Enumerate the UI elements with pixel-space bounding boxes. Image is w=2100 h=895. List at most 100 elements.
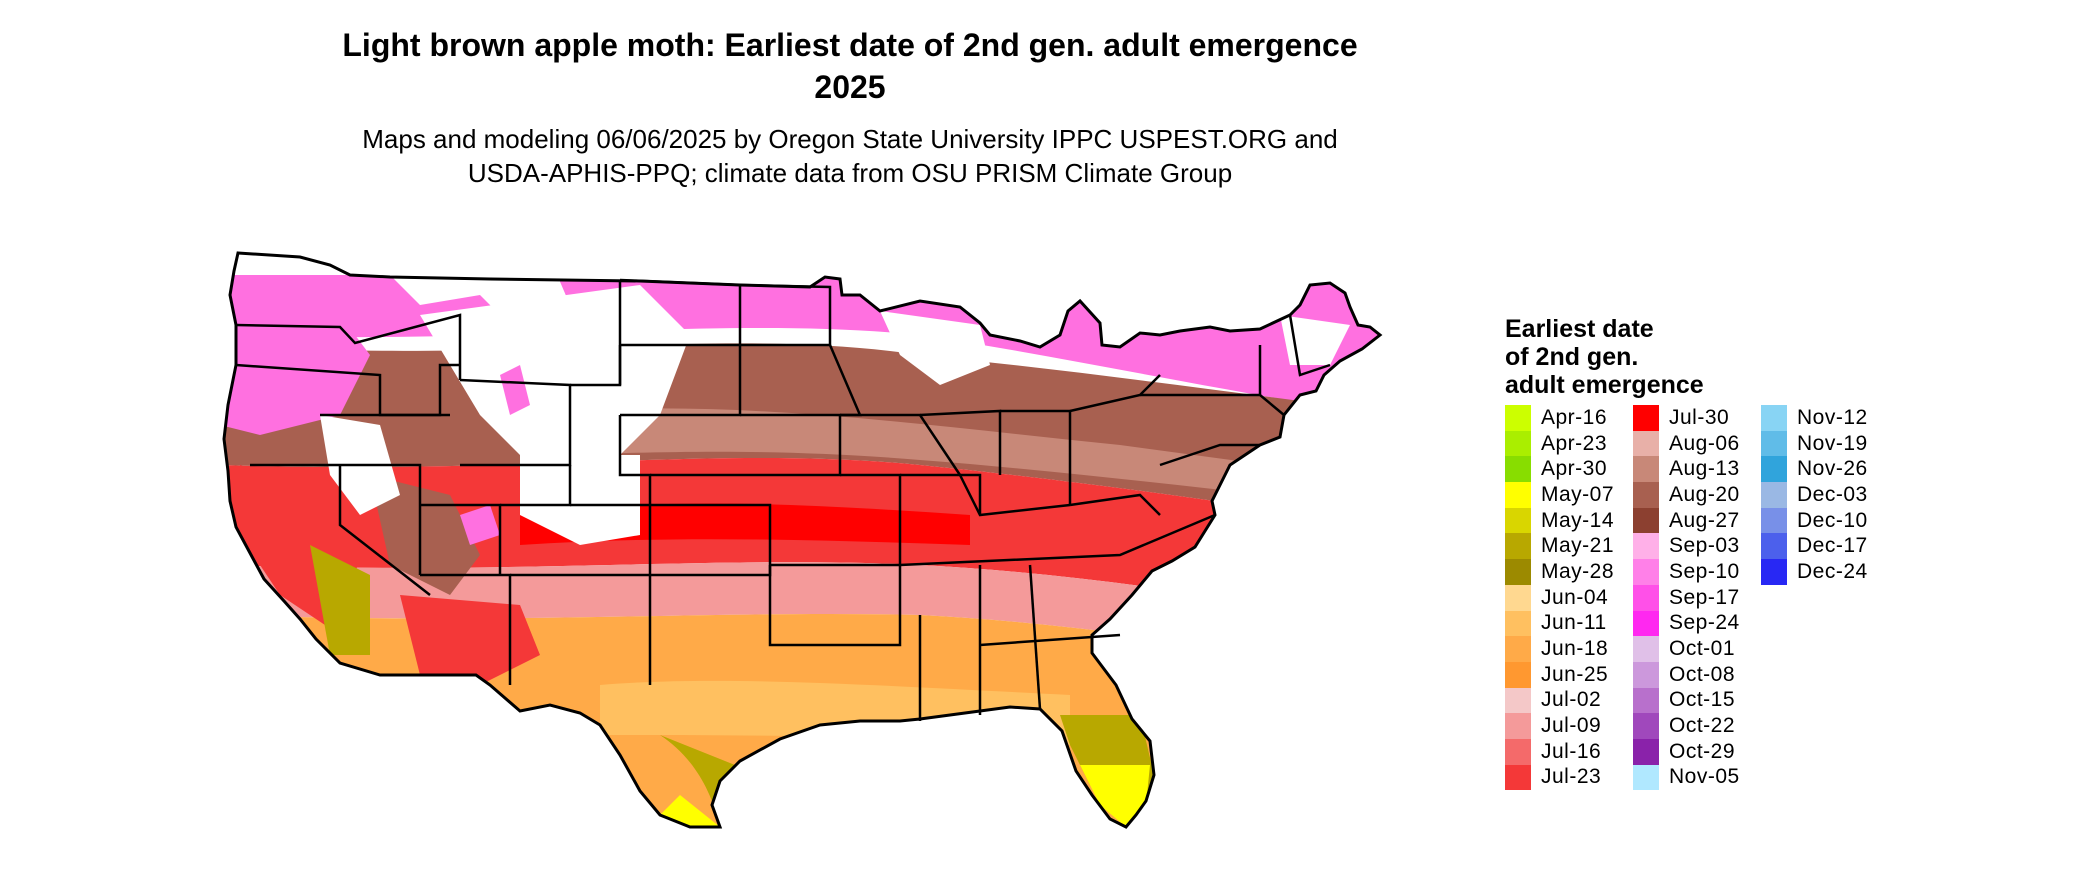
legend-swatch [1505,507,1531,534]
legend-swatch [1505,430,1531,457]
legend-swatch [1505,456,1531,483]
legend-swatch [1633,456,1659,483]
map-subtitle-line1: Maps and modeling 06/06/2025 by Oregon S… [362,124,1338,154]
legend-entry: Sep-03 [1633,533,1758,560]
legend-entry: Nov-05 [1633,764,1758,791]
legend-entry: Oct-15 [1633,687,1758,714]
legend-swatch [1505,559,1531,585]
legend-entry: Jun-11 [1505,610,1630,637]
legend-label: Jul-16 [1541,739,1602,763]
legend-swatch [1505,584,1531,611]
legend-label: Jun-04 [1541,585,1609,609]
legend-label: Apr-16 [1541,405,1608,429]
legend-swatch [1633,405,1659,431]
legend-entry: Sep-10 [1633,559,1758,585]
legend-entry: Apr-30 [1505,456,1630,483]
legend-entry: Jul-30 [1633,405,1758,431]
legend-entry: Oct-01 [1633,636,1758,662]
legend-label: Oct-15 [1669,688,1736,712]
legend-title-line1: Earliest date [1505,315,1654,343]
legend-entry: Dec-03 [1761,482,1886,508]
map-title: Light brown apple moth: Earliest date of… [240,24,1460,108]
legend-swatch [1505,482,1531,508]
legend-label: Oct-22 [1669,714,1736,738]
legend-label: Dec-17 [1797,534,1868,558]
legend-swatch [1505,405,1531,431]
legend-entry: Nov-12 [1761,405,1886,431]
legend-entry: Nov-26 [1761,456,1886,483]
map-subtitle: Maps and modeling 06/06/2025 by Oregon S… [240,122,1460,190]
legend-label: Sep-17 [1669,585,1740,609]
map-subtitle-line2: USDA-APHIS-PPQ; climate data from OSU PR… [467,158,1233,188]
legend-entry: Oct-22 [1633,713,1758,739]
legend-entry: May-07 [1505,482,1630,508]
us-emergence-map [222,251,1382,829]
legend-label: Sep-24 [1669,611,1740,635]
map-title-year: 2025 [814,69,886,105]
legend-swatch [1761,430,1787,457]
legend-label: May-28 [1541,559,1615,583]
legend-swatch [1633,636,1659,662]
legend-swatch [1505,738,1531,765]
legend-label: Aug-27 [1669,508,1740,532]
legend-swatch [1633,430,1659,457]
legend-label: Oct-01 [1669,637,1736,661]
legend-swatch [1633,687,1659,714]
legend-label: Sep-03 [1669,534,1740,558]
legend-entry: Jun-04 [1505,584,1630,611]
legend-entry: Sep-24 [1633,610,1758,637]
legend-entry: May-14 [1505,507,1630,534]
legend-entry: Dec-10 [1761,507,1886,534]
legend-label: Jul-02 [1541,688,1602,712]
legend-label: Jul-30 [1669,405,1730,429]
legend-entry: Oct-29 [1633,738,1758,765]
legend-swatch [1761,559,1787,585]
legend-swatch [1633,584,1659,611]
legend-column: Jul-30 Aug-06 Aug-13 Aug-20 Aug-27 Sep-03 Sep-… [1633,405,1758,791]
legend-swatch [1761,482,1787,508]
legend-label: Aug-20 [1669,482,1740,506]
legend-title: Earliest date of 2nd gen. adult emergenc… [1505,315,1765,399]
legend-swatch [1633,610,1659,637]
legend-entry: Aug-06 [1633,430,1758,457]
legend-entry: Apr-23 [1505,430,1630,457]
legend-entry: May-21 [1505,533,1630,560]
legend-label: Jul-09 [1541,714,1602,738]
legend-swatch [1761,533,1787,560]
legend-label: May-14 [1541,508,1615,532]
legend-entry: Aug-13 [1633,456,1758,483]
legend-entry: Aug-20 [1633,482,1758,508]
legend-swatch [1633,738,1659,765]
legend-title-line2: of 2nd gen. [1505,343,1639,371]
legend-swatch [1633,533,1659,560]
legend-entry: Jun-25 [1505,661,1630,688]
legend-entry: Jul-02 [1505,687,1630,714]
legend-entry: Dec-17 [1761,533,1886,560]
legend-entry: Oct-08 [1633,661,1758,688]
legend-label: May-21 [1541,534,1615,558]
legend-entry: Jul-09 [1505,713,1630,739]
legend-entry: Aug-27 [1633,507,1758,534]
legend-column: Apr-16 Apr-23 Apr-30 May-07 May-14 May-21 May-… [1505,405,1630,791]
legend-label: Dec-10 [1797,508,1868,532]
legend-entry: Jul-16 [1505,738,1630,765]
legend-label: Aug-06 [1669,431,1740,455]
legend-swatch [1633,661,1659,688]
map-title-line1: Light brown apple moth: Earliest date of… [342,27,1358,63]
legend-swatch [1761,405,1787,431]
legend-swatch [1633,482,1659,508]
legend-label: Oct-08 [1669,662,1736,686]
legend-swatch [1761,456,1787,483]
legend-label: Jun-11 [1541,611,1607,635]
legend-swatch [1505,636,1531,662]
legend-label: Nov-05 [1669,765,1740,789]
legend-label: Dec-03 [1797,482,1868,506]
legend-label: Sep-10 [1669,559,1740,583]
legend-label: Oct-29 [1669,739,1736,763]
legend-swatch [1505,764,1531,791]
legend-label: Apr-30 [1541,457,1608,481]
legend-entry: Nov-19 [1761,430,1886,457]
legend-title-line3: adult emergence [1505,371,1704,399]
legend-label: Jun-18 [1541,637,1609,661]
legend-entry: Jun-18 [1505,636,1630,662]
